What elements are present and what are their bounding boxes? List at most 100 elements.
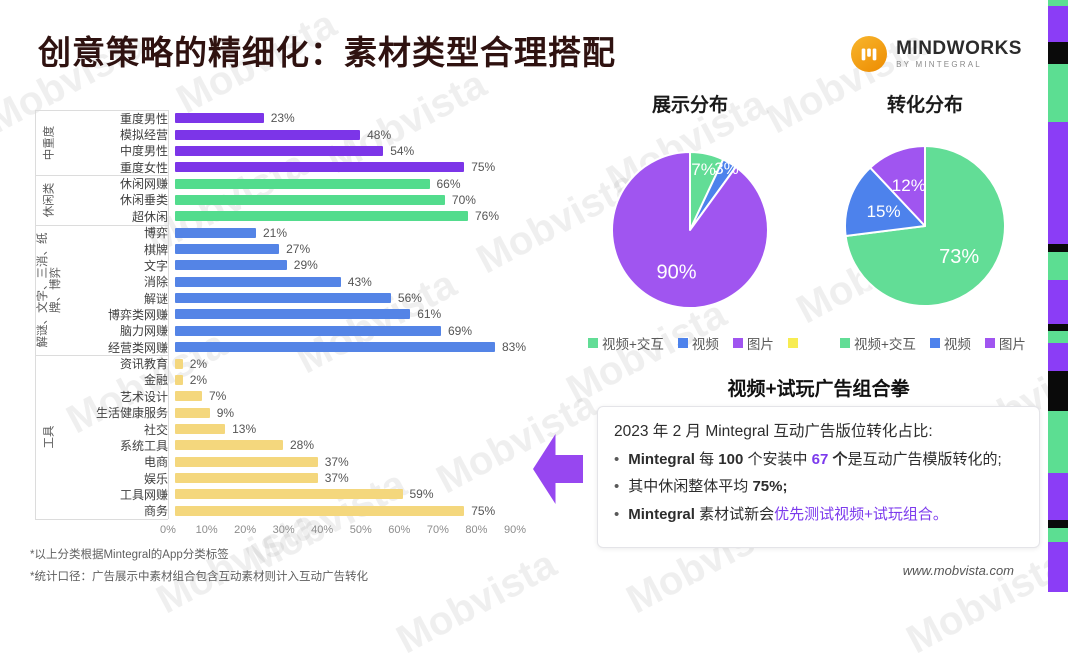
bar-value: 54% <box>390 143 415 158</box>
strip-segment <box>1048 343 1068 371</box>
bullet-segment: Mintegral <box>628 505 700 523</box>
bar-value: 13% <box>232 422 257 436</box>
legend-swatch <box>984 338 995 348</box>
bar-row: 重度女性 75% <box>65 159 575 175</box>
bar-row: 资讯教育 2% <box>65 355 575 372</box>
bar-category-label: 博弈类网赚 <box>107 308 168 322</box>
bullet-item: • Mintegral 每 100 个安装中 67 个是互动广告模版转化的; <box>614 450 1023 470</box>
pie-slice-label: 3% <box>714 159 739 178</box>
legend-label: 图片 <box>746 337 774 352</box>
pie-slice-label: 12% <box>892 176 926 195</box>
strip-segment <box>1048 0 1068 6</box>
strip-segment <box>1048 473 1068 520</box>
bullet-segment: Mintegral <box>628 451 700 468</box>
legend-label: 视频+交互 <box>602 337 664 352</box>
bar-track: 2% <box>175 373 575 387</box>
pie-conversion-title: 转化分布 <box>886 95 963 116</box>
pillar-m-icon <box>861 48 877 61</box>
bar-track: 23% <box>175 111 575 125</box>
group-separator <box>35 355 168 357</box>
bar-row: 系统工具 28% <box>65 437 575 453</box>
bar-track: 83% <box>175 340 575 354</box>
bar <box>175 325 441 336</box>
axis-tick: 90% <box>503 524 527 536</box>
legend-item: 视频+交互 <box>588 333 664 353</box>
bar-row: 解谜 56% <box>65 290 575 306</box>
bar-category-label: 生活健康服务 <box>95 406 168 421</box>
bar <box>175 309 411 320</box>
group-label-cell: 解谜、文字、三消、纸牌、博弈 <box>35 225 65 356</box>
bar-category-label: 棋牌 <box>143 242 168 257</box>
bar-value: 9% <box>216 405 235 420</box>
bar-track: 59% <box>175 487 575 501</box>
bar-track: 66% <box>175 177 575 191</box>
axis-tick: 20% <box>234 524 257 536</box>
bar-value: 75% <box>471 503 496 518</box>
mindworks-logo-icon <box>851 36 888 72</box>
bar-category-label: 中度男性 <box>119 144 168 159</box>
bar-value: 37% <box>324 471 349 486</box>
bullet-segment: 每 <box>699 451 719 468</box>
group-separator <box>35 224 168 226</box>
bar <box>175 178 430 189</box>
legend-item: 视频+交互 <box>840 333 916 353</box>
callout-card: 2023 年 2 月 Mintegral 互动广告版位转化占比: • Minteg… <box>597 406 1040 548</box>
bullet-segment: 个 <box>832 451 848 468</box>
bar-track: 75% <box>175 503 575 518</box>
bar-track: 7% <box>175 389 575 404</box>
bar-category-label: 系统工具 <box>119 438 168 453</box>
bar <box>175 473 318 484</box>
strip-segment <box>1048 252 1068 280</box>
bar-track: 43% <box>175 275 575 289</box>
legend-item <box>787 338 802 348</box>
pie-slice-label: 7% <box>691 160 716 179</box>
bar-track: 27% <box>175 242 575 256</box>
strip-segment <box>1048 331 1068 343</box>
bar-category-label: 商务 <box>143 504 168 519</box>
pie-display-title: 展示分布 <box>651 95 728 116</box>
bar-category-label: 脑力网赚 <box>119 324 168 339</box>
bullet-text: 其中休闲整体平均 75%; <box>628 477 787 497</box>
bar-track: 69% <box>175 324 575 338</box>
bar <box>175 293 391 304</box>
bullet-text: Mintegral 素材试新会优先测试视频+试玩组合。 <box>628 505 948 525</box>
bullet-segment: 优先测试视频+试玩组合。 <box>774 505 948 523</box>
bar-category-label: 资讯教育 <box>119 357 168 372</box>
bar-track: 37% <box>175 471 575 486</box>
pie-slice <box>869 145 926 227</box>
bullet-text: Mintegral 每 100 个安装中 67 个是互动广告模版转化的; <box>628 450 1001 470</box>
bar-category-label: 文字 <box>143 258 168 273</box>
strip-segment <box>1048 244 1068 252</box>
logo-byline: BY MINTEGRAL <box>896 60 982 69</box>
category-bar-chart: 中重度 重度男性 23% 模拟经营 48% 中度男性 54% 重度女性 75% 休闲类 休闲网赚 66… <box>35 110 575 550</box>
watermark-text: Mobvista <box>899 541 1068 663</box>
bar-value: 48% <box>367 127 392 142</box>
logo-text: MINDWORKS BY MINTEGRAL <box>896 39 1022 69</box>
bullet-segment: 个安装中 <box>747 451 812 468</box>
bar-row: 工具网赚 59% <box>65 486 575 502</box>
axis-tick: 40% <box>311 524 334 536</box>
bar <box>175 489 403 500</box>
group-label: 工具 <box>43 425 56 449</box>
legend-conversion: 视频+交互 视频 图片 <box>840 333 1026 353</box>
bar-category-label: 消除 <box>143 275 168 290</box>
legend-label: 视频+交互 <box>854 337 916 352</box>
bar-category-label: 工具网赚 <box>119 487 168 502</box>
pie-slice-label: 90% <box>656 262 696 284</box>
bar-track: 9% <box>175 405 575 420</box>
bar-category-label: 解谜 <box>143 291 168 306</box>
bar-track: 76% <box>175 209 575 223</box>
strip-segment <box>1048 42 1068 64</box>
bar-category-label: 休闲垂类 <box>119 193 168 208</box>
bar-track: 29% <box>175 258 575 272</box>
bar-row: 社交 13% <box>65 421 575 437</box>
bar <box>175 358 183 369</box>
bar-group: 工具 资讯教育 2% 金融 2% 艺术设计 7% 生活健康服务 9% 社交 13% 系统工具 28% 电商… <box>35 355 575 519</box>
bar-group: 解谜、文字、三消、纸牌、博弈 博弈 21% 棋牌 27% 文字 29% 消除 43% 解谜 56% 博… <box>35 225 575 356</box>
pie-slice <box>844 166 926 238</box>
bar <box>175 424 226 434</box>
slide-title: 创意策略的精细化：素材类型合理搭配 <box>38 34 616 71</box>
bullet-segment: 100 <box>718 451 748 468</box>
bar-value: 7% <box>209 389 227 404</box>
strip-segment <box>1048 122 1068 244</box>
